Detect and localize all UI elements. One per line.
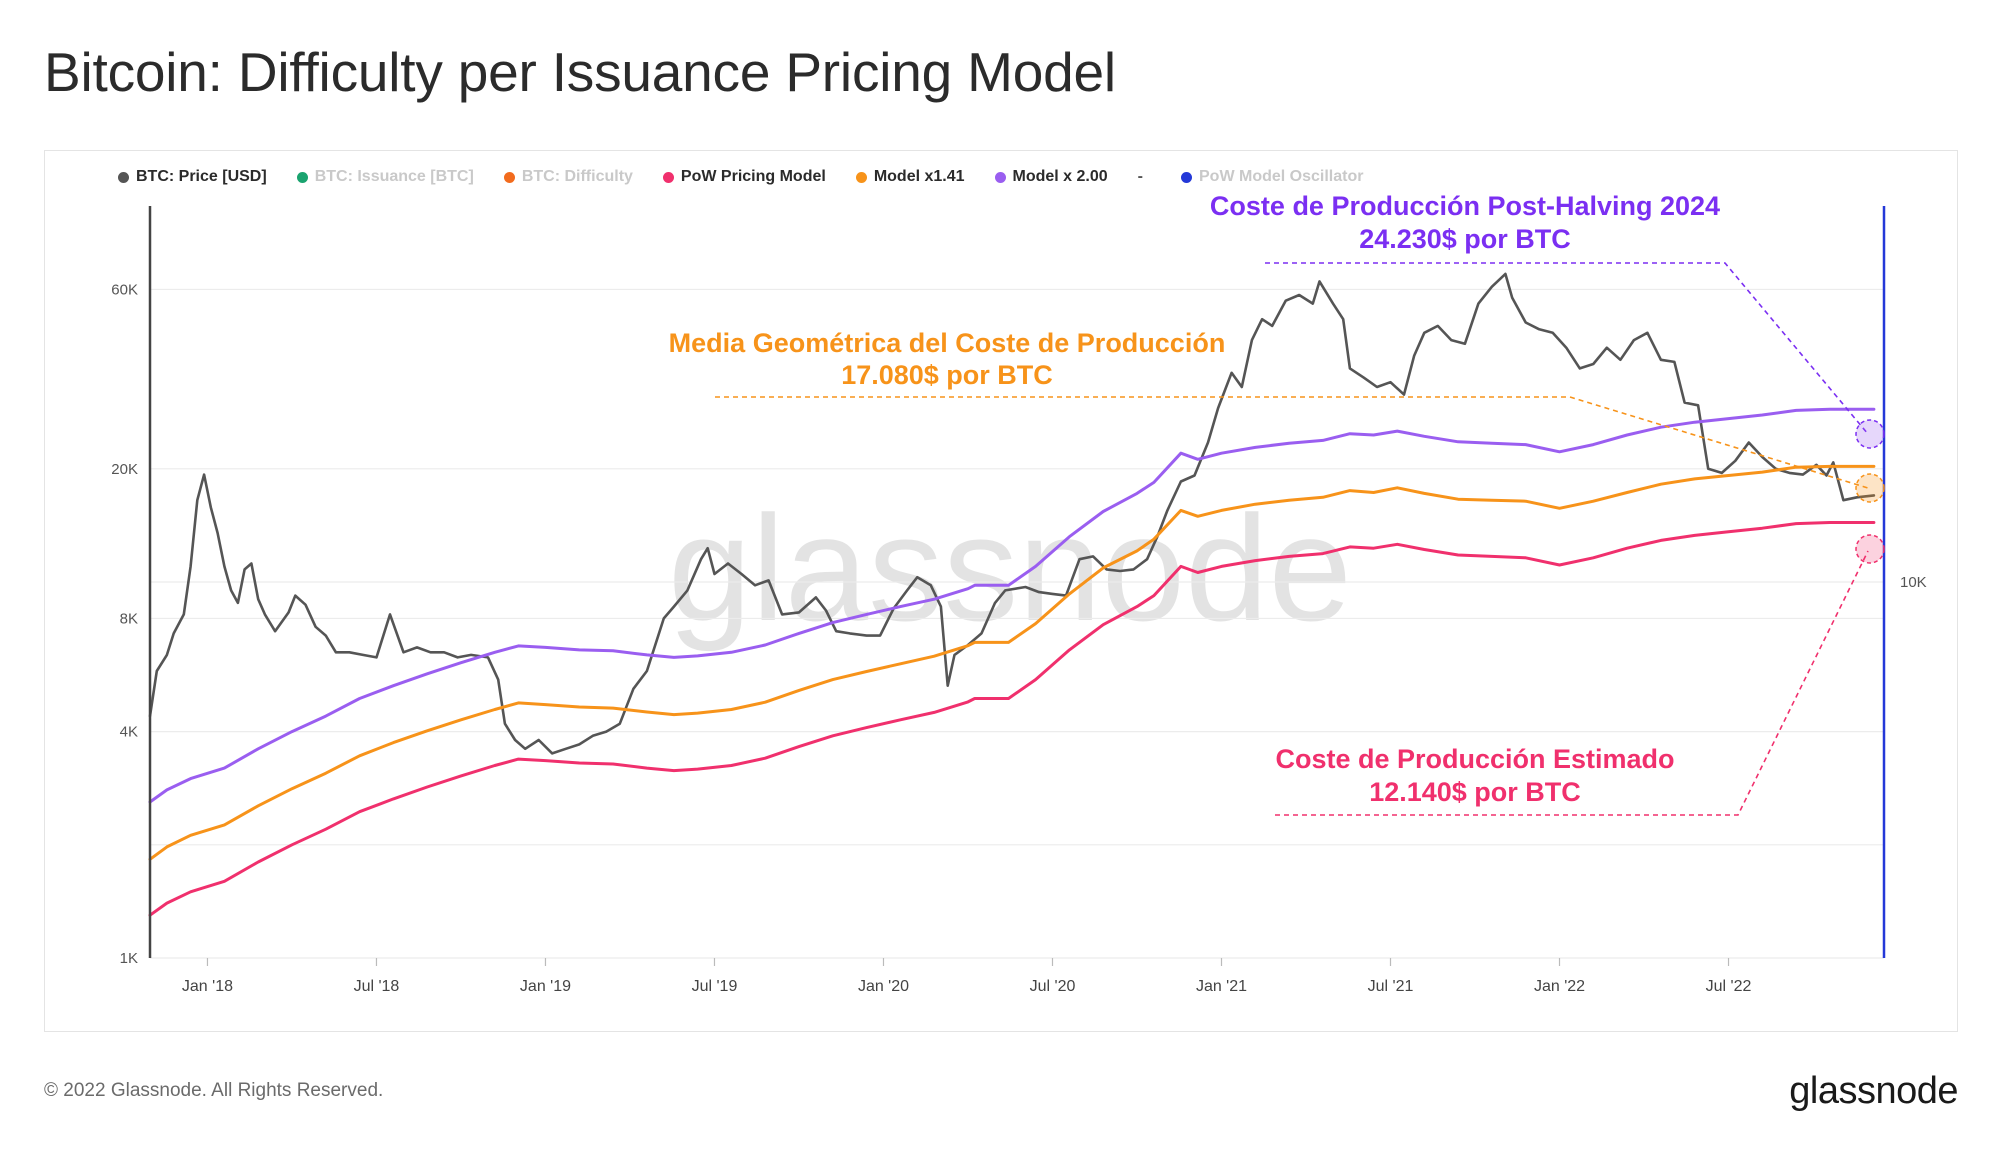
x-tick-label: Jul '21 [1368,978,1414,995]
annotation-geometric-mean-marker [1855,473,1885,503]
x-tick-label: Jul '19 [692,978,738,995]
legend-label: BTC: Issuance [BTC] [314,168,474,185]
legend-dot-icon [296,171,308,183]
legend-item-difficulty[interactable]: BTC: Difficulty [503,168,633,186]
legend-label: BTC: Difficulty [521,168,633,185]
y-tick-label: 8K [120,610,138,627]
series-line-model-x1-41[interactable] [148,464,1876,861]
x-tick-label: Jan '19 [520,978,571,995]
series-line-pow-pricing-model[interactable] [148,521,1876,917]
legend-item-pow-pricing-model[interactable]: PoW Pricing Model [662,168,826,186]
legend-dot-icon [118,171,129,183]
x-tick-label: Jul '20 [1030,978,1076,995]
x-tick-label: Jul '22 [1706,978,1752,995]
series-line-model-x-2-00[interactable] [148,407,1876,804]
x-tick-label: Jul '18 [354,978,400,995]
legend-label: Model x1.41 [873,168,965,185]
watermark-logo: glassnode [668,484,1352,652]
annotation-geometric-mean-line1: Media Geométrica del Coste de Producción [669,328,1226,358]
y-tick-label: 60K [111,281,138,298]
legend-label: BTC: Price [USD] [136,168,267,185]
x-tick-label: Jan '22 [1534,978,1585,995]
annotation-post-halving-marker [1855,419,1885,449]
chart-frame [44,150,1958,1032]
annotation-estimated-leader [1275,550,1869,816]
annotation-estimated-marker [1855,534,1885,564]
legend-item-pow-oscillator[interactable]: PoW Model Oscillator [1181,168,1363,186]
x-tick-label: Jan '20 [858,978,909,995]
annotation-post-halving-leader [1265,262,1869,435]
legend-label: PoW Pricing Model [680,168,826,185]
legend-dot-icon [662,171,674,183]
legend-dot-icon [503,171,515,183]
annotation-estimated-line1: Coste de Producción Estimado [1275,744,1674,774]
x-tick-label: Jan '18 [182,978,233,995]
annotation-estimated-line2: 12.140$ por BTC [1369,777,1581,807]
y-tick-label: 4K [120,724,138,741]
annotation-geometric-mean-line2: 17.080$ por BTC [841,360,1053,390]
legend-label: Model x 2.00 [1012,168,1108,185]
annotation-post-halving-line1: Coste de Producción Post-Halving 2024 [1210,191,1720,221]
legend-item-issuance[interactable]: BTC: Issuance [BTC] [296,168,474,186]
chart-legend: BTC: Price [USD] BTC: Issuance [BTC] BTC… [118,168,1393,186]
brand-logo[interactable]: glassnode [1789,1070,1958,1112]
legend-item-model-x141[interactable]: Model x1.41 [855,168,965,186]
legend-dot-icon [855,171,867,183]
legend-item-model-x200[interactable]: Model x 2.00 [994,168,1108,186]
legend-dot-icon [994,171,1006,183]
copyright-text: © 2022 Glassnode. All Rights Reserved. [44,1080,384,1101]
series-line-btc-price-usd[interactable] [148,272,1876,755]
annotation-geometric-mean-leader [715,396,1869,489]
y-tick-label: 1K [120,950,138,967]
annotation-post-halving-line2: 24.230$ por BTC [1359,224,1571,254]
x-tick-label: Jan '21 [1196,978,1247,995]
legend-label: PoW Model Oscillator [1199,168,1364,185]
legend-separator: - [1137,168,1143,185]
right-axis-tick-label: 10K [1900,574,1927,591]
legend-dot-icon [1181,171,1192,183]
page-title: Bitcoin: Difficulty per Issuance Pricing… [44,41,1116,103]
legend-item-price[interactable]: BTC: Price [USD] [118,168,267,186]
y-tick-label: 20K [111,461,138,478]
